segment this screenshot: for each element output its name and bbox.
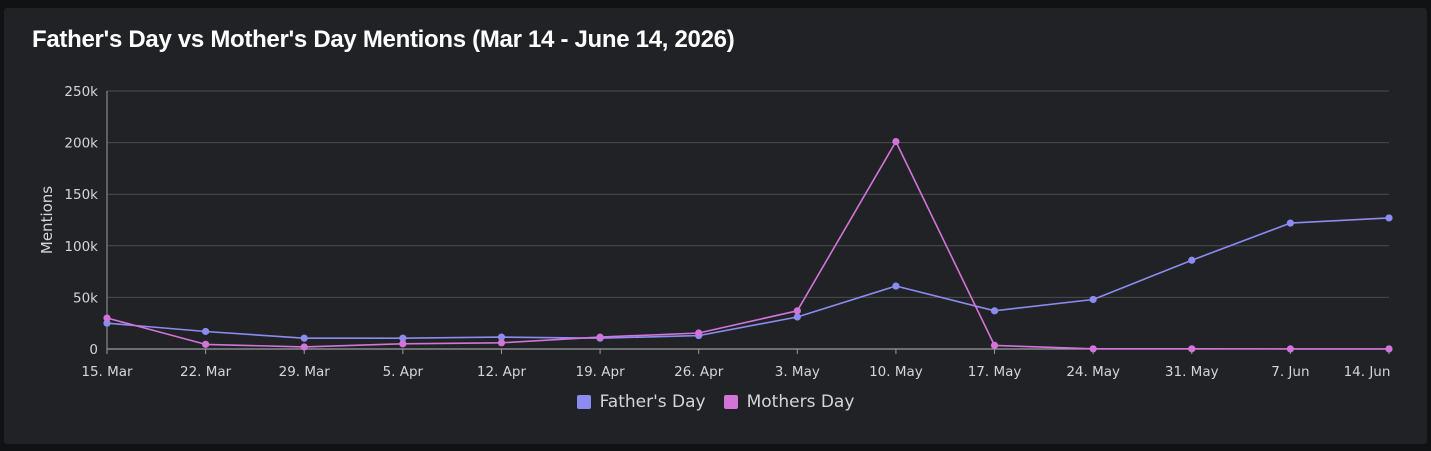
x-tick-label: 24. May [1066, 364, 1120, 380]
chart-legend: Father's Day Mothers Day [4, 392, 1427, 412]
series-line [106, 217, 1390, 340]
x-tick-label: 26. Apr [674, 364, 724, 380]
data-point [300, 334, 308, 342]
chart-card: Father's Day vs Mother's Day Mentions (M… [4, 8, 1427, 444]
data-point [1089, 295, 1097, 304]
data-point [1089, 345, 1097, 353]
data-point [103, 319, 111, 327]
y-tick-label: 0 [89, 342, 98, 358]
chart-title: Father's Day vs Mother's Day Mentions (M… [32, 26, 735, 53]
data-point [399, 334, 407, 342]
legend-item[interactable]: Father's Day [576, 392, 706, 412]
x-tick-label: 29. Mar [279, 364, 331, 380]
data-point [497, 339, 506, 347]
x-tick-label: 19. Apr [576, 364, 626, 380]
legend-label: Father's Day [599, 392, 706, 412]
x-tick-label: 7. Jun [1271, 364, 1309, 380]
data-point [399, 340, 407, 348]
data-point [202, 327, 210, 336]
data-point [1385, 214, 1393, 222]
y-tick-label: 250k [64, 84, 98, 100]
x-tick-label: 3. May [775, 364, 820, 380]
data-point [1286, 345, 1294, 353]
y-tick-label: 200k [64, 136, 98, 152]
line-chart: 0 50k 100k 150k 200k 250k 15. Mar 22. Mar 29. Ma… [38, 84, 1393, 380]
y-tick-label: 50k [73, 290, 98, 306]
x-tick-label: 22. Mar [180, 364, 232, 380]
series-line [106, 140, 1389, 350]
data-point [892, 137, 900, 146]
x-tick-label: 17. May [968, 364, 1022, 380]
x-tick-label: 10. May [869, 364, 923, 380]
x-tick-label: 5. Apr [383, 364, 424, 380]
data-point [103, 314, 111, 322]
data-point [793, 313, 801, 321]
data-point [990, 341, 999, 349]
data-point [990, 307, 999, 315]
data-point [497, 333, 506, 341]
data-point [1385, 345, 1393, 353]
data-point [300, 343, 308, 351]
y-tick-label: 150k [64, 187, 98, 203]
data-point [596, 333, 604, 341]
data-point [1286, 219, 1294, 227]
data-point [793, 307, 801, 315]
data-point [695, 329, 703, 337]
data-point [1188, 256, 1196, 264]
data-point [1188, 345, 1196, 353]
legend-label: Mothers Day [746, 392, 855, 412]
y-axis-title: Mentions [38, 186, 56, 254]
x-tick-label: 14. Jun [1344, 364, 1391, 380]
data-point [892, 282, 900, 290]
data-point [202, 340, 210, 348]
x-tick-label: 15. Mar [81, 364, 133, 380]
x-tick-label: 31. May [1165, 364, 1219, 380]
legend-swatch [723, 395, 738, 409]
legend-item[interactable]: Mothers Day [723, 392, 855, 412]
x-tick-label: 12. Apr [477, 364, 527, 380]
legend-swatch [576, 395, 591, 409]
y-tick-label: 100k [64, 239, 98, 255]
